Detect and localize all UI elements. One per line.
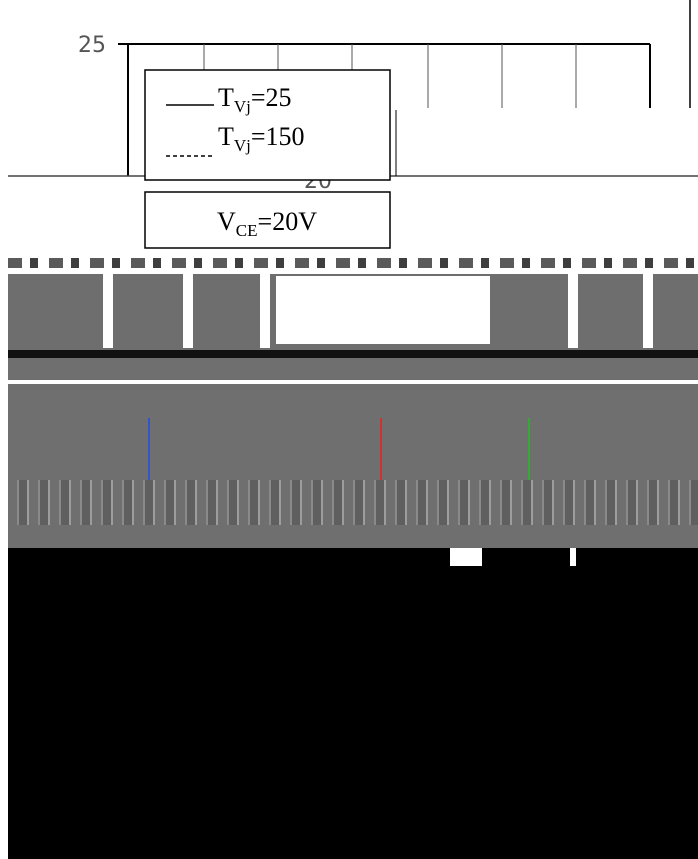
legend-entry-2: TVj=150 xyxy=(218,122,305,155)
condition-box xyxy=(144,191,391,249)
glitch-band xyxy=(8,258,698,268)
glitch-band xyxy=(8,268,698,350)
y-tick-label-25: 25 xyxy=(78,33,106,58)
glitch-band xyxy=(8,350,698,358)
blank-region xyxy=(8,548,698,859)
legend-box xyxy=(144,69,391,181)
condition-label: VCE=20V xyxy=(217,207,317,240)
legend-entry-1: TVj=25 xyxy=(218,83,292,116)
glitch-band xyxy=(8,480,698,525)
